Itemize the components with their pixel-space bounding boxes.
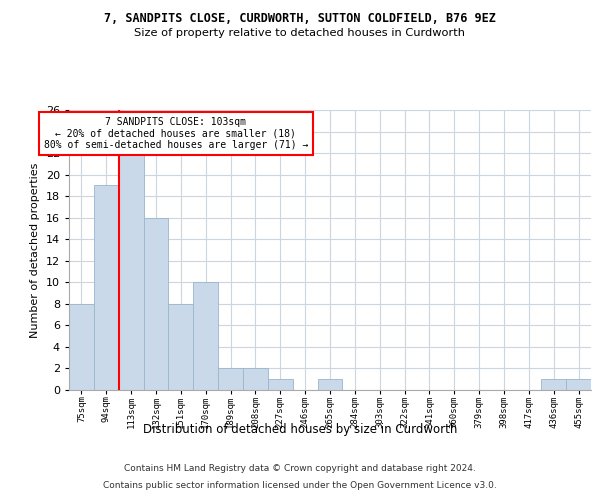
Bar xyxy=(169,304,193,390)
Text: Size of property relative to detached houses in Curdworth: Size of property relative to detached ho… xyxy=(134,28,466,38)
Text: Contains HM Land Registry data © Crown copyright and database right 2024.: Contains HM Land Registry data © Crown c… xyxy=(124,464,476,473)
Bar xyxy=(69,304,94,390)
Bar xyxy=(317,379,343,390)
Bar xyxy=(193,282,218,390)
Bar xyxy=(94,186,119,390)
Bar xyxy=(243,368,268,390)
Text: 7 SANDPITS CLOSE: 103sqm
← 20% of detached houses are smaller (18)
80% of semi-d: 7 SANDPITS CLOSE: 103sqm ← 20% of detach… xyxy=(44,117,308,150)
Bar xyxy=(218,368,243,390)
Bar xyxy=(268,379,293,390)
Text: Distribution of detached houses by size in Curdworth: Distribution of detached houses by size … xyxy=(143,422,457,436)
Bar xyxy=(143,218,169,390)
Text: 7, SANDPITS CLOSE, CURDWORTH, SUTTON COLDFIELD, B76 9EZ: 7, SANDPITS CLOSE, CURDWORTH, SUTTON COL… xyxy=(104,12,496,26)
Bar xyxy=(541,379,566,390)
Y-axis label: Number of detached properties: Number of detached properties xyxy=(30,162,40,338)
Text: Contains public sector information licensed under the Open Government Licence v3: Contains public sector information licen… xyxy=(103,481,497,490)
Bar xyxy=(566,379,591,390)
Bar xyxy=(119,153,143,390)
